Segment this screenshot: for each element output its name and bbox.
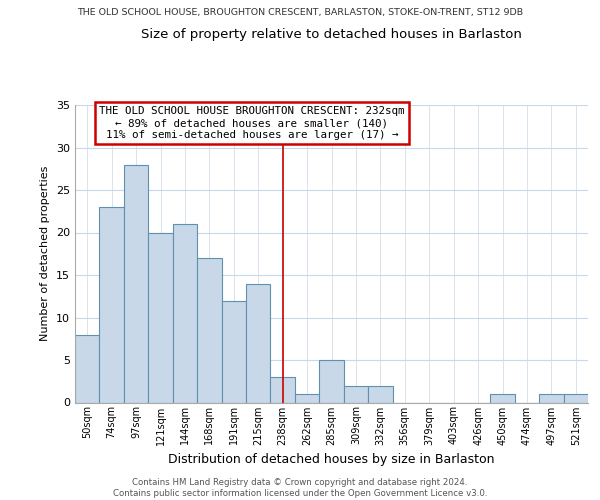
Bar <box>490 394 515 402</box>
Title: Size of property relative to detached houses in Barlaston: Size of property relative to detached ho… <box>141 28 522 42</box>
Bar <box>246 284 271 403</box>
Bar <box>75 334 100 402</box>
Bar <box>173 224 197 402</box>
X-axis label: Distribution of detached houses by size in Barlaston: Distribution of detached houses by size … <box>168 453 495 466</box>
Y-axis label: Number of detached properties: Number of detached properties <box>40 166 50 342</box>
Bar <box>271 377 295 402</box>
Text: THE OLD SCHOOL HOUSE BROUGHTON CRESCENT: 232sqm
← 89% of detached houses are sma: THE OLD SCHOOL HOUSE BROUGHTON CRESCENT:… <box>99 106 405 140</box>
Bar <box>221 300 246 402</box>
Text: Contains HM Land Registry data © Crown copyright and database right 2024.
Contai: Contains HM Land Registry data © Crown c… <box>113 478 487 498</box>
Bar <box>148 232 173 402</box>
Bar <box>539 394 563 402</box>
Bar <box>295 394 319 402</box>
Bar <box>319 360 344 403</box>
Bar <box>563 394 588 402</box>
Bar <box>124 164 148 402</box>
Bar <box>368 386 392 402</box>
Bar <box>344 386 368 402</box>
Bar <box>100 207 124 402</box>
Text: THE OLD SCHOOL HOUSE, BROUGHTON CRESCENT, BARLASTON, STOKE-ON-TRENT, ST12 9DB: THE OLD SCHOOL HOUSE, BROUGHTON CRESCENT… <box>77 8 523 16</box>
Bar <box>197 258 221 402</box>
